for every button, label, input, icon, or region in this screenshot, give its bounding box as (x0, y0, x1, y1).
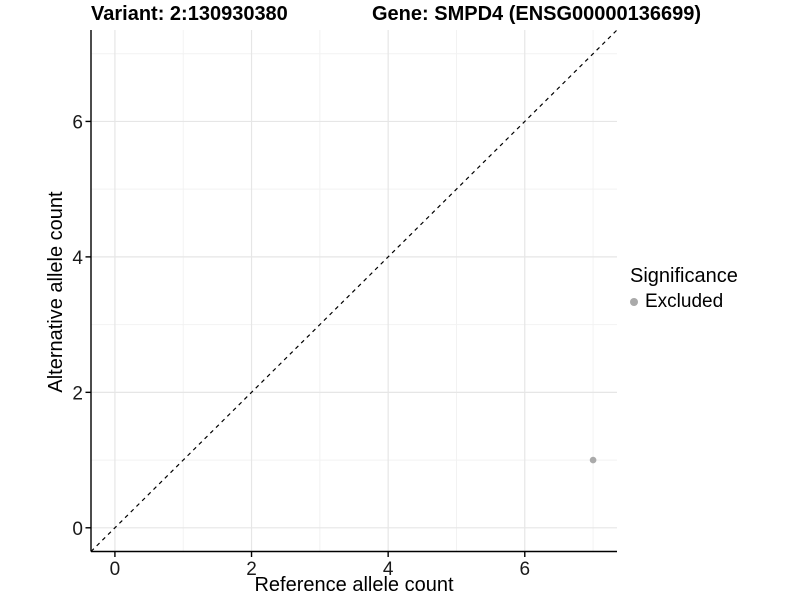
y-axis-label: Alternative allele count (45, 191, 67, 393)
y-tick-label: 2 (72, 383, 83, 404)
legend-item-excluded: Excluded (630, 291, 738, 313)
x-tick-label: 6 (519, 559, 530, 580)
legend-item-label: Excluded (645, 291, 724, 312)
x-tick-label: 0 (110, 559, 121, 580)
x-tick-label: 2 (246, 559, 257, 580)
identity-reference-line (90, 29, 618, 552)
legend-title: Significance (630, 265, 738, 287)
x-axis-label: Reference allele count (254, 574, 454, 596)
plot-title-variant: Variant: 2:130930380 (91, 3, 288, 25)
data-point (589, 456, 597, 464)
y-tick-label: 6 (72, 112, 83, 133)
plot-title-gene: Gene: SMPD4 (ENSG00000136699) (372, 3, 702, 25)
legend-point-icon (630, 298, 638, 306)
y-tick-label: 4 (72, 248, 83, 269)
legend: Significance Excluded (630, 265, 738, 313)
y-tick-label: 0 (72, 519, 83, 540)
x-tick-label: 4 (383, 559, 394, 580)
